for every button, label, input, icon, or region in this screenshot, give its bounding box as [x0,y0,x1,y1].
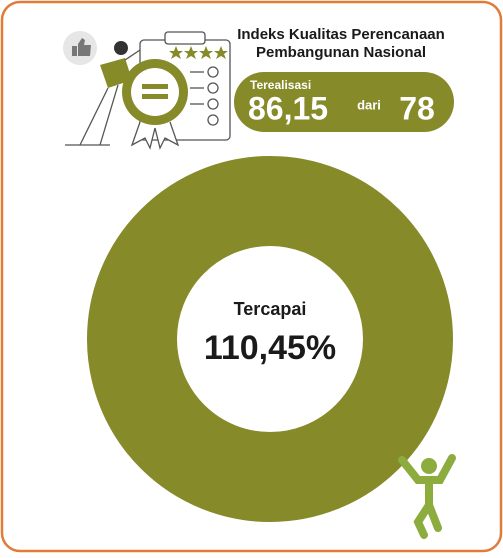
realization-pill [234,72,454,132]
achievement-value: 110,45% [204,329,336,367]
achievement-label: Tercapai [234,299,307,319]
title-line: Pembangunan Nasional [256,44,426,61]
target-value: 78 [399,90,435,126]
illustration [63,31,231,150]
achievement-ring [87,156,453,522]
connector: dari [357,97,381,112]
realization-label: Terealisasi [250,78,311,92]
title-line: Indeks Kualitas Perencanaan [237,26,445,43]
jumping-figure [398,454,456,539]
realization-value: 86,15 [248,90,328,126]
